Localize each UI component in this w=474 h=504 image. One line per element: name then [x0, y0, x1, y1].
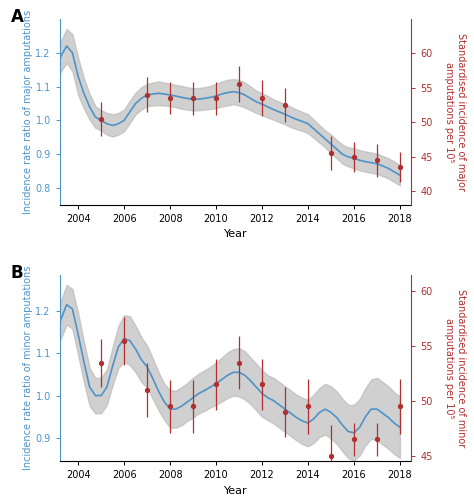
Y-axis label: Incidence rate ratio of minor amputations: Incidence rate ratio of minor amputation… — [23, 266, 33, 470]
Y-axis label: Incidence rate ratio of major amputations: Incidence rate ratio of major amputation… — [23, 10, 33, 214]
Text: B: B — [10, 264, 23, 282]
X-axis label: Year: Year — [224, 229, 247, 239]
Y-axis label: Standardised incidence of major
amputations per 10⁵: Standardised incidence of major amputati… — [444, 33, 465, 191]
Y-axis label: Standardised incidence of minor
amputations per 10⁵: Standardised incidence of minor amputati… — [444, 289, 465, 447]
X-axis label: Year: Year — [224, 486, 247, 495]
Text: A: A — [10, 8, 23, 26]
